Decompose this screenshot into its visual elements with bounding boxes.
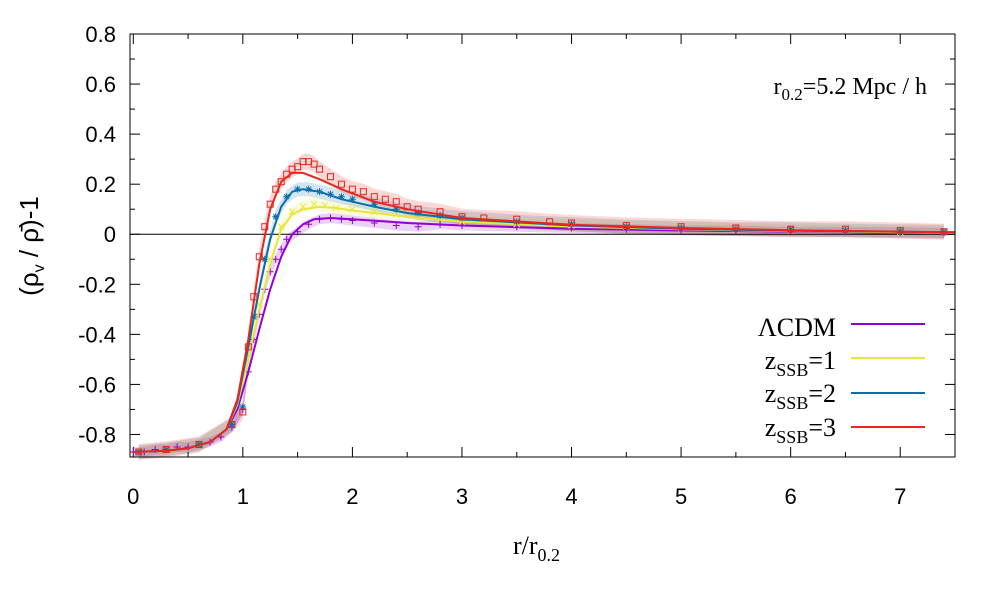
series-line: [133, 171, 956, 453]
data-point: [277, 178, 285, 186]
annotation-pre: r: [774, 74, 782, 100]
data-point: [261, 255, 269, 263]
x-tick-label: 4: [565, 484, 577, 509]
data-point: [732, 224, 740, 232]
data-point: [480, 214, 488, 222]
data-point: [283, 193, 291, 201]
legend-entry-zssb1: zSSB=1: [765, 346, 925, 380]
data-point: [414, 209, 422, 217]
legend-label-lcdm: ΛCDM: [758, 313, 836, 342]
legend-label-zssb2-post: =2: [808, 379, 836, 408]
y-axis-label-mid: /: [14, 243, 44, 265]
data-point: [359, 188, 367, 196]
x-tick-label: 1: [237, 484, 249, 509]
error-band: [138, 182, 945, 459]
legend-label-zssb2-main: z: [765, 379, 777, 408]
y-tick-label: -0.8: [78, 422, 116, 447]
legend-label-zssb1-sub: SSB: [776, 360, 808, 380]
data-point: [337, 193, 345, 201]
series-layer: [129, 158, 956, 456]
data-point: [294, 163, 302, 171]
x-tick-label: 6: [785, 484, 797, 509]
x-axis-label: r/r0.2: [513, 531, 560, 565]
legend-label-zssb1-post: =1: [808, 346, 836, 375]
y-tick-label: -0.6: [78, 372, 116, 397]
data-point: [272, 255, 280, 263]
annotation: r0.2=5.2 Mpc / h: [774, 74, 927, 104]
annotation-sub: 0.2: [782, 85, 803, 104]
y-axis-label: (ρv / ρ̄)-1: [14, 196, 48, 296]
legend-label-zssb3: zSSB=3: [765, 413, 836, 447]
legend-label-zssb3-sub: SSB: [776, 427, 808, 447]
data-point: [277, 223, 285, 231]
x-tick-label: 7: [894, 484, 906, 509]
legend-label-zssb2: zSSB=2: [765, 379, 836, 413]
data-point: [414, 205, 422, 213]
y-tick-label: -0.4: [78, 322, 116, 347]
x-tick-label: 2: [346, 484, 358, 509]
legend-entry-zssb3: zSSB=3: [765, 413, 925, 447]
data-point: [239, 408, 247, 416]
y-axis-label-sub: v: [31, 264, 48, 272]
data-point: [546, 218, 554, 226]
legend-label-lcdm-main: ΛCDM: [758, 313, 836, 342]
data-point: [310, 160, 318, 168]
legend-entry-zssb2: zSSB=2: [765, 379, 925, 413]
data-point: [392, 198, 400, 206]
x-tick-label: 5: [675, 484, 687, 509]
legend-label-zssb1-main: z: [765, 346, 777, 375]
series-group: [133, 158, 956, 456]
data-point: [348, 195, 356, 203]
data-point: [568, 219, 576, 227]
data-point: [299, 158, 307, 166]
legend: ΛCDM zSSB=1 zSSB=2 zSSB=3: [758, 313, 925, 447]
data-point: [272, 213, 280, 221]
data-point: [326, 173, 334, 181]
y-axis-label-pre: (ρ: [14, 272, 44, 295]
annotation-post: =5.2 Mpc / h: [803, 74, 927, 100]
legend-label-zssb3-main: z: [765, 413, 777, 442]
data-point: [277, 245, 285, 253]
axis-ticks: [130, 33, 956, 457]
data-point: [370, 193, 378, 201]
x-axis-label-main: r/r: [513, 531, 538, 560]
data-point: [162, 445, 170, 453]
data-point: [370, 200, 378, 208]
data-point: [294, 185, 302, 193]
data-point: [841, 225, 849, 233]
data-point: [348, 185, 356, 193]
data-point: [896, 226, 904, 234]
y-tick-label: 0.8: [85, 22, 116, 47]
data-point: [228, 420, 236, 428]
y-tick-label: 0.6: [85, 72, 116, 97]
data-point: [310, 200, 318, 208]
x-tick-label: 0: [127, 484, 139, 509]
data-point: [316, 165, 324, 173]
y-tick-label: 0: [104, 222, 116, 247]
x-tick-label: 3: [456, 484, 468, 509]
y-axis-label-rhobar: ρ̄: [14, 224, 44, 243]
legend-label-zssb2-sub: SSB: [776, 393, 808, 413]
legend-label-zssb3-post: =3: [808, 413, 836, 442]
y-tick-label: -0.2: [78, 272, 116, 297]
x-axis-label-sub: 0.2: [538, 545, 561, 565]
y-tick-label: 0.4: [85, 122, 116, 147]
tick-labels: 0 1 2 3 4 5 6 7 0.8 0.6 0.4 0.2 0 -0.2 -0.4 -0.6 -0.8: [78, 22, 906, 509]
data-point: [326, 190, 334, 198]
data-point: [337, 180, 345, 188]
error-band: [138, 198, 945, 458]
y-axis-label-post: )-1: [14, 196, 44, 228]
data-point: [381, 195, 389, 203]
data-point: [348, 216, 356, 224]
legend-label-zssb1: zSSB=1: [765, 346, 836, 380]
legend-entry-lcdm: ΛCDM: [758, 313, 925, 342]
data-point: [239, 403, 247, 411]
y-tick-label: 0.2: [85, 172, 116, 197]
plot-frame: [129, 33, 956, 458]
data-point: [392, 205, 400, 213]
data-point: [261, 223, 269, 231]
data-point: [677, 223, 685, 231]
